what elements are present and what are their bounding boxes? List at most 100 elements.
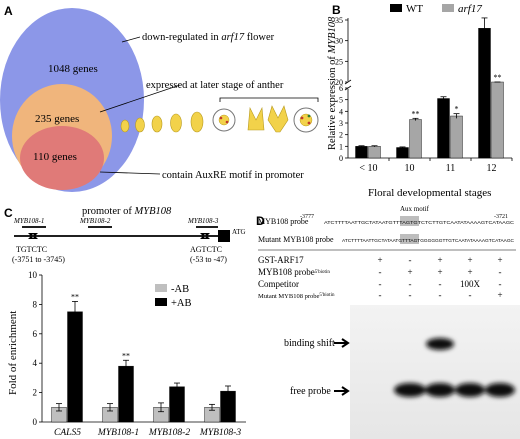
x-tick-label: MYB108-2: [148, 428, 190, 438]
panel-b: B WT arf17 Relative expression of MYB108…: [320, 0, 520, 200]
flower-bud-4: [170, 113, 182, 133]
significance-mark: **: [412, 109, 420, 118]
legend-label-arf17: arf17: [458, 3, 482, 15]
open-flower-1: [247, 106, 265, 131]
annot-auxre: contain AuxRE motif in promoter: [162, 170, 304, 181]
y-tick-label: 3: [339, 119, 343, 128]
bar-arf17: [409, 119, 422, 159]
anther-section-1-pollen: [218, 114, 230, 126]
gene-start-box: [218, 230, 230, 242]
bar-plus-ab: [67, 311, 83, 423]
y-axis-label: Fold of enrichment: [7, 311, 19, 395]
flower-bud-1: [120, 119, 130, 133]
legend-swatch-wt: [390, 4, 402, 12]
y-tick-label: 6: [339, 84, 343, 93]
legend-label-wt: WT: [406, 3, 423, 15]
condition-cell: 100X: [460, 279, 481, 289]
bar-plus-ab: [169, 386, 185, 423]
free-probe-band-lane5: [485, 383, 515, 397]
free-probe-band-lane2: [394, 383, 426, 397]
condition-cell: +: [467, 255, 472, 265]
y-tick-label: 2: [33, 388, 38, 398]
panel-b-label: B: [332, 3, 341, 17]
binding-shift-arrow: [334, 338, 350, 348]
y-tick-label: 4: [33, 358, 38, 368]
region-myb108-2-label: MYB108-2: [79, 217, 111, 225]
anther-stage-illustrations: [120, 105, 319, 133]
condition-cell: -: [379, 279, 382, 289]
condition-cell: -: [409, 290, 412, 300]
free-probe-arrow: [334, 386, 350, 396]
free-probe-label: free probe: [290, 386, 331, 397]
mutant-motif-highlight: [400, 234, 419, 244]
expression-bar-chart: WT arf17 Relative expression of MYB108 F…: [327, 3, 513, 199]
x-tick-label: 11: [446, 163, 456, 174]
y-tick-label: 25: [335, 57, 343, 66]
promoter-title: promoter of MYB108: [82, 206, 172, 217]
anther-section-2-dot: [307, 114, 311, 118]
y-tick-label: 35: [335, 16, 343, 25]
panel-c: C promoter of MYB108 ATG MYB108-1 MYB108…: [0, 200, 250, 439]
condition-cell: +: [497, 255, 502, 265]
x-tick-label: CALS5: [54, 428, 81, 438]
x-tick-label: 10: [405, 163, 415, 174]
motif-1-marker: [28, 233, 38, 239]
significance-mark: **: [494, 73, 502, 82]
y-tick-label: 1: [339, 142, 343, 151]
legend-label-plus-ab: +AB: [171, 298, 192, 309]
probe-start-pos: -3777: [300, 214, 314, 220]
emsa-panel: -3777 Aux motif -3721 MYB108 probe ATCTT…: [258, 205, 520, 439]
binding-shift-label: binding shift: [284, 338, 335, 349]
aux-motif-highlight: [400, 216, 419, 226]
flower-bud-2: [135, 117, 145, 133]
bar-arf17: [450, 115, 463, 159]
probe-sequence: ATCTTTTAATTGCTATAATGTTTAGTGTCTCTTGTCAATA…: [324, 220, 515, 225]
mutant-probe-label: Mutant MYB108 probe: [258, 235, 334, 244]
region-myb108-3-label: MYB108-3: [187, 217, 219, 225]
flower-bud-5: [190, 111, 204, 133]
condition-cell: +: [467, 267, 472, 277]
gel-image: [350, 305, 520, 439]
region-myb108-1-label: MYB108-1: [13, 217, 44, 225]
panel-d-label: D: [256, 214, 265, 228]
bar-arf17: [491, 81, 504, 159]
significance-mark: **: [71, 292, 79, 301]
y-tick-label: 6: [33, 329, 38, 339]
x-tick-label: 12: [487, 163, 497, 174]
motif-1-pos: (-3751 to -3745): [12, 255, 65, 264]
x-tick-label: MYB108-3: [199, 428, 241, 438]
venn-inner-count: 110 genes: [33, 151, 77, 163]
legend-label-minus-ab: -AB: [171, 284, 189, 295]
condition-cell: -: [379, 267, 382, 277]
panel-d: D -3777 Aux motif -3721 MYB108 probe ATC…: [250, 200, 520, 439]
motif-2-marker: [200, 233, 210, 239]
anther-section-1-dot: [225, 120, 229, 124]
y-tick-label: 20: [335, 78, 343, 87]
leader-line-expressed: [99, 84, 181, 113]
anther-section-2-dot: [300, 116, 304, 120]
probe-label: MYB108 probe: [258, 217, 309, 226]
venn-outer-count: 1048 genes: [48, 63, 98, 75]
flower-bud-3: [151, 115, 163, 133]
motif-2-pos: (-53 to -47): [190, 255, 227, 264]
condition-cell: -: [409, 255, 412, 265]
legend-swatch-arf17: [442, 4, 454, 12]
y-tick-label: 0: [33, 417, 38, 427]
open-flower-2: [267, 105, 289, 133]
condition-label: Mutant MYB108 probe5'biotin: [258, 293, 335, 301]
bar-wt: [396, 147, 409, 159]
annot-expressed: expressed at later stage of anther: [146, 80, 284, 91]
free-probe-band-lane3: [425, 383, 455, 397]
bar-wt: [478, 28, 491, 159]
bar-wt: [355, 146, 368, 159]
legend-swatch-plus-ab: [155, 298, 167, 306]
legend-swatch-minus-ab: [155, 284, 167, 292]
motif-1-seq: TGTCTC: [16, 245, 47, 254]
y-tick-label: 0: [339, 154, 343, 163]
promoter-and-chip-chart: promoter of MYB108 ATG MYB108-1 MYB108-2…: [7, 206, 246, 438]
x-tick-label: MYB108-1: [97, 428, 139, 438]
annot-downregulated: down-regulated in arf17 flower: [142, 32, 275, 43]
bar-plus-ab: [118, 365, 134, 423]
significance-mark: **: [122, 351, 130, 360]
axis-break-mark: [344, 79, 352, 91]
